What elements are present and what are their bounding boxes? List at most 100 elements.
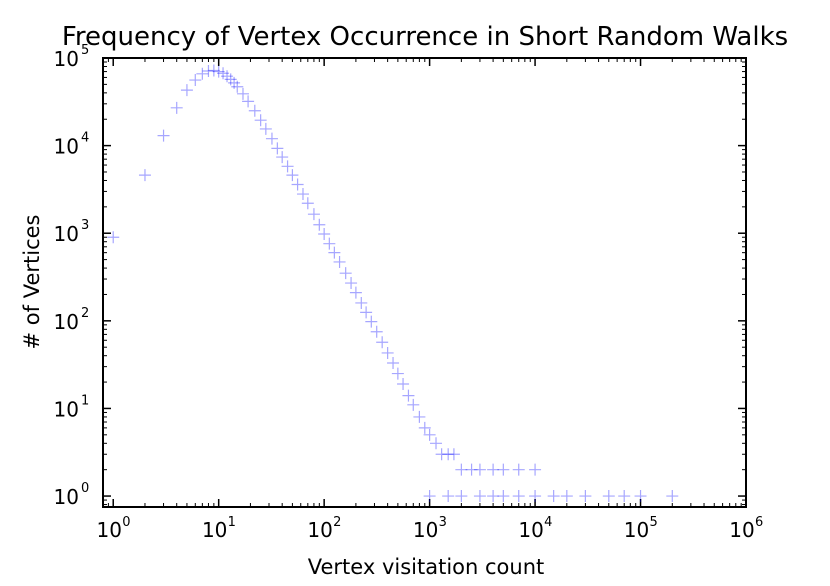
data-point <box>189 74 202 87</box>
data-point <box>376 336 389 349</box>
data-point <box>447 448 460 461</box>
data-point <box>442 448 455 461</box>
y-tick-label: 10 <box>54 485 79 509</box>
data-point <box>487 490 500 503</box>
data-point <box>323 237 336 250</box>
x-tick-label: 10 <box>96 518 121 542</box>
x-tick-label: 10 <box>518 518 543 542</box>
data-point <box>381 346 394 359</box>
data-point <box>307 208 320 221</box>
x-tick-exponent: 3 <box>439 515 447 530</box>
data-point <box>212 65 225 78</box>
data-point <box>221 70 234 83</box>
x-tick-exponent: 2 <box>333 515 341 530</box>
data-point <box>281 160 294 173</box>
data-point <box>196 67 209 80</box>
data-point <box>202 65 215 78</box>
data-point <box>228 76 241 89</box>
y-tick-exponent: 5 <box>81 43 89 58</box>
data-point <box>618 490 631 503</box>
x-tick-exponent: 4 <box>544 515 552 530</box>
data-point <box>107 231 120 244</box>
data-point <box>224 73 237 86</box>
data-point <box>512 490 525 503</box>
data-point <box>529 463 542 476</box>
data-point <box>236 87 249 100</box>
data-point <box>465 463 478 476</box>
data-point <box>634 490 647 503</box>
y-tick-label: 10 <box>54 310 79 334</box>
plot-frame <box>102 57 747 508</box>
data-point <box>339 267 352 280</box>
data-point <box>455 490 468 503</box>
y-tick-exponent: 3 <box>81 218 89 233</box>
data-point <box>602 490 615 503</box>
data-point <box>547 490 560 503</box>
x-tick-exponent: 1 <box>228 515 236 530</box>
data-point <box>455 463 468 476</box>
data-point <box>360 306 373 319</box>
data-point <box>345 277 358 290</box>
data-point <box>473 463 486 476</box>
x-tick-exponent: 0 <box>122 515 130 530</box>
data-point <box>560 490 573 503</box>
data-point <box>296 188 309 201</box>
data-point <box>286 169 299 182</box>
data-point <box>512 463 525 476</box>
y-tick-exponent: 0 <box>81 481 89 496</box>
y-tick-exponent: 2 <box>81 306 89 321</box>
data-point <box>333 255 346 268</box>
chart-title: Frequency of Vertex Occurrence in Short … <box>62 22 788 52</box>
data-point <box>301 197 314 210</box>
data-point <box>407 398 420 411</box>
data-point <box>487 463 500 476</box>
data-point <box>291 178 304 191</box>
data-point <box>442 490 455 503</box>
data-point <box>473 490 486 503</box>
data-point <box>313 218 326 231</box>
data-point <box>254 114 267 127</box>
data-point <box>242 95 255 108</box>
x-tick-label: 10 <box>729 518 754 542</box>
y-tick-exponent: 1 <box>81 393 89 408</box>
x-tick-label: 10 <box>202 518 227 542</box>
x-tick-label: 10 <box>413 518 438 542</box>
data-point <box>265 132 278 145</box>
data-point <box>217 67 230 80</box>
x-axis-label: Vertex visitation count <box>308 555 544 579</box>
data-point <box>328 246 341 259</box>
data-point <box>423 490 436 503</box>
data-point <box>259 122 272 135</box>
y-tick-label: 10 <box>54 135 79 159</box>
data-point <box>276 151 289 164</box>
data-point <box>529 490 542 503</box>
axis-ticks: 10 0 10 1 10 2 10 3 10 4 10 5 10 610 010 110 210 310 410 5 <box>54 43 764 542</box>
data-point <box>418 421 431 434</box>
data-point <box>397 378 410 391</box>
y-tick-label: 10 <box>54 397 79 421</box>
data-point <box>430 437 443 450</box>
data-point <box>271 142 284 155</box>
data-point <box>365 315 378 328</box>
data-point <box>387 357 400 370</box>
data-point <box>349 286 362 299</box>
data-point <box>318 227 331 240</box>
y-tick-label: 10 <box>54 47 79 71</box>
data-point <box>423 428 436 441</box>
x-tick-exponent: 6 <box>755 515 763 530</box>
data-point <box>180 84 193 97</box>
data-point <box>579 490 592 503</box>
data-point <box>157 129 170 142</box>
data-points <box>107 64 679 503</box>
y-tick-label: 10 <box>54 222 79 246</box>
data-point <box>435 448 448 461</box>
data-point <box>248 104 261 117</box>
data-point <box>370 325 383 338</box>
y-axis-label: # of Vertices <box>20 215 44 350</box>
data-point <box>402 389 415 402</box>
y-tick-exponent: 4 <box>81 131 89 146</box>
x-tick-label: 10 <box>624 518 649 542</box>
x-tick-exponent: 5 <box>650 515 658 530</box>
